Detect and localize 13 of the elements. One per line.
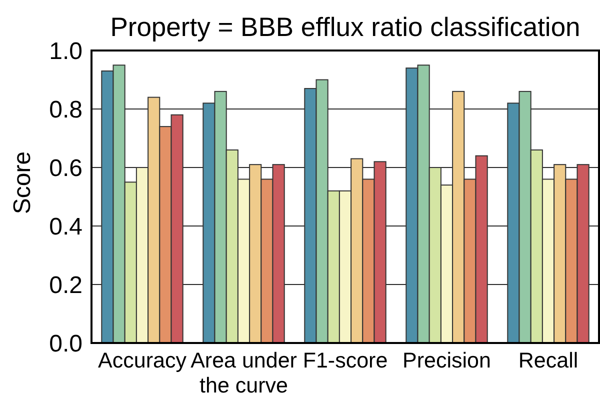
x-tick-label: F1-score bbox=[302, 348, 388, 372]
y-tick-label: 0.6 bbox=[49, 155, 82, 182]
y-tick-label: 0.2 bbox=[49, 272, 82, 300]
y-tick-label: 0.8 bbox=[49, 96, 82, 124]
x-tick-label: Accuracy bbox=[98, 348, 187, 372]
x-tick-label: Recall bbox=[518, 348, 578, 372]
y-tick-label: 1.0 bbox=[49, 38, 82, 66]
chart-title: Property = BBB efflux ratio classification bbox=[110, 12, 580, 42]
x-tick-label: Precision bbox=[402, 348, 491, 372]
y-axis-title: Score bbox=[9, 151, 36, 214]
y-tick-label: 0.0 bbox=[49, 330, 82, 358]
y-tick-label: 0.4 bbox=[49, 214, 82, 241]
x-tick-label: Area under the curve bbox=[190, 348, 297, 398]
